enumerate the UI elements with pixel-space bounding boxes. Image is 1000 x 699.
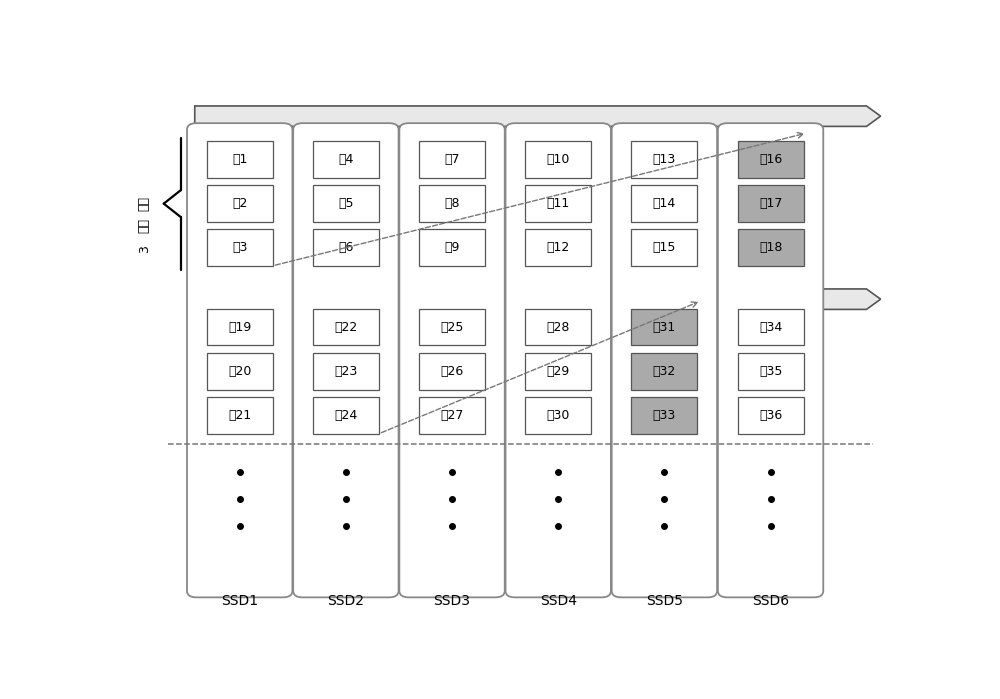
Text: 块1: 块1 (232, 153, 247, 166)
FancyBboxPatch shape (738, 141, 804, 178)
Text: 块26: 块26 (440, 365, 464, 377)
Text: 块34: 块34 (759, 321, 782, 333)
FancyBboxPatch shape (187, 123, 292, 598)
Text: 块22: 块22 (334, 321, 358, 333)
Text: 块16: 块16 (759, 153, 782, 166)
FancyBboxPatch shape (631, 141, 697, 178)
FancyBboxPatch shape (631, 229, 697, 266)
Text: SSD5: SSD5 (646, 593, 683, 607)
Text: 块12: 块12 (547, 241, 570, 254)
Text: 块14: 块14 (653, 197, 676, 210)
Text: 块15: 块15 (653, 241, 676, 254)
Text: 块21: 块21 (228, 409, 251, 422)
Text: 块8: 块8 (444, 197, 460, 210)
FancyBboxPatch shape (419, 141, 485, 178)
FancyBboxPatch shape (631, 397, 697, 433)
FancyBboxPatch shape (419, 353, 485, 389)
Text: 块35: 块35 (759, 365, 782, 377)
FancyBboxPatch shape (738, 353, 804, 389)
FancyBboxPatch shape (313, 141, 379, 178)
FancyBboxPatch shape (313, 353, 379, 389)
FancyBboxPatch shape (207, 141, 273, 178)
FancyBboxPatch shape (313, 397, 379, 433)
FancyBboxPatch shape (718, 123, 823, 598)
FancyBboxPatch shape (738, 309, 804, 345)
Text: 块11: 块11 (547, 197, 570, 210)
FancyBboxPatch shape (419, 397, 485, 433)
Text: 块18: 块18 (759, 241, 782, 254)
Text: SSD3: SSD3 (434, 593, 471, 607)
FancyBboxPatch shape (631, 185, 697, 222)
Text: 块20: 块20 (228, 365, 251, 377)
FancyBboxPatch shape (293, 123, 399, 598)
Text: 块29: 块29 (547, 365, 570, 377)
Text: 块27: 块27 (440, 409, 464, 422)
Text: 块9: 块9 (444, 241, 460, 254)
Text: 序列: 序列 (138, 219, 151, 233)
FancyBboxPatch shape (313, 229, 379, 266)
Text: 块24: 块24 (334, 409, 358, 422)
Text: 块3: 块3 (232, 241, 247, 254)
FancyBboxPatch shape (631, 353, 697, 389)
FancyBboxPatch shape (419, 185, 485, 222)
Text: 块2: 块2 (232, 197, 247, 210)
FancyBboxPatch shape (207, 397, 273, 433)
Text: 块5: 块5 (338, 197, 354, 210)
Text: 块4: 块4 (338, 153, 354, 166)
Text: 块6: 块6 (338, 241, 354, 254)
FancyBboxPatch shape (313, 309, 379, 345)
Text: 块25: 块25 (440, 321, 464, 333)
Text: 块36: 块36 (759, 409, 782, 422)
Text: 块31: 块31 (653, 321, 676, 333)
FancyBboxPatch shape (525, 141, 591, 178)
FancyBboxPatch shape (525, 309, 591, 345)
FancyBboxPatch shape (207, 229, 273, 266)
FancyBboxPatch shape (313, 185, 379, 222)
Text: 块10: 块10 (547, 153, 570, 166)
Text: 块32: 块32 (653, 365, 676, 377)
FancyBboxPatch shape (207, 185, 273, 222)
FancyBboxPatch shape (419, 229, 485, 266)
FancyBboxPatch shape (399, 123, 505, 598)
FancyBboxPatch shape (525, 397, 591, 433)
FancyBboxPatch shape (207, 353, 273, 389)
FancyBboxPatch shape (506, 123, 611, 598)
FancyBboxPatch shape (419, 309, 485, 345)
Text: 块17: 块17 (759, 197, 782, 210)
Text: 块33: 块33 (653, 409, 676, 422)
Text: 块23: 块23 (334, 365, 358, 377)
FancyBboxPatch shape (525, 185, 591, 222)
FancyBboxPatch shape (738, 229, 804, 266)
FancyBboxPatch shape (612, 123, 717, 598)
FancyBboxPatch shape (207, 309, 273, 345)
Text: SSD6: SSD6 (752, 593, 789, 607)
Text: SSD2: SSD2 (327, 593, 364, 607)
Text: 条带: 条带 (138, 196, 151, 211)
FancyBboxPatch shape (631, 309, 697, 345)
FancyBboxPatch shape (738, 397, 804, 433)
FancyBboxPatch shape (738, 185, 804, 222)
FancyBboxPatch shape (525, 229, 591, 266)
Polygon shape (195, 289, 881, 310)
Text: 块19: 块19 (228, 321, 251, 333)
Text: 块13: 块13 (653, 153, 676, 166)
Text: 块28: 块28 (547, 321, 570, 333)
Polygon shape (195, 106, 881, 127)
Text: SSD4: SSD4 (540, 593, 577, 607)
Text: 块30: 块30 (547, 409, 570, 422)
Text: SSD1: SSD1 (221, 593, 258, 607)
FancyBboxPatch shape (525, 353, 591, 389)
Text: 块7: 块7 (444, 153, 460, 166)
Text: 3: 3 (138, 245, 151, 252)
